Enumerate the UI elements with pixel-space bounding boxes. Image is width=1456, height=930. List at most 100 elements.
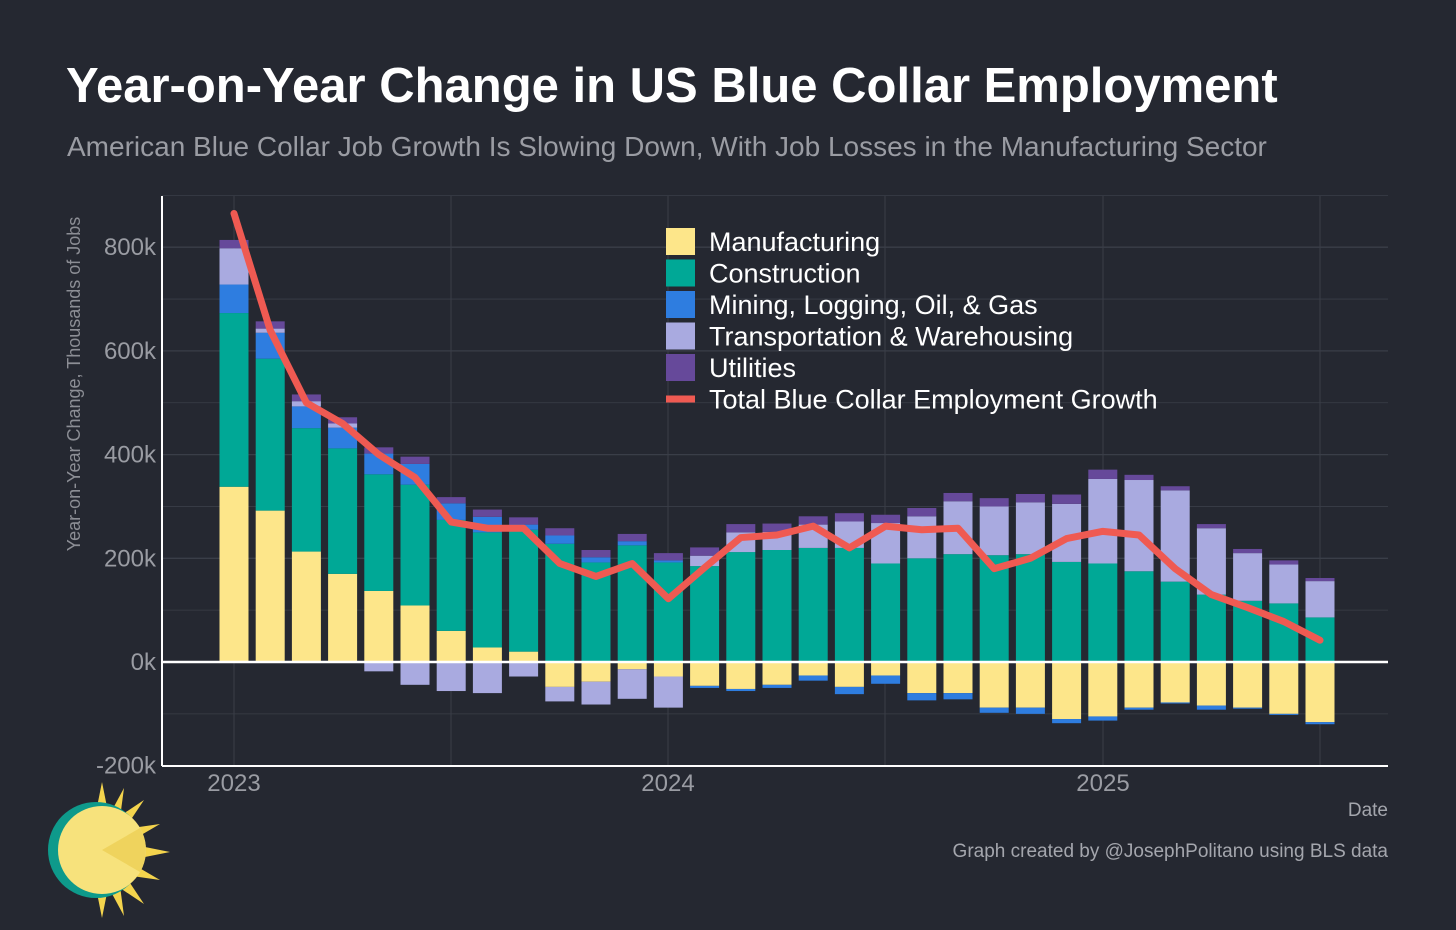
bar-manufacturing — [436, 630, 466, 662]
bar-mining — [943, 693, 973, 700]
bar-construction — [219, 313, 249, 487]
bar-manufacturing — [364, 590, 394, 662]
bar-transportation — [400, 662, 430, 685]
legend-label-utilities: Utilities — [709, 353, 796, 383]
bar-construction — [328, 448, 358, 574]
bar-utilities — [1305, 578, 1335, 582]
x-tick-label: 2025 — [1076, 770, 1129, 797]
bar-transportation — [1088, 478, 1118, 564]
bar-transportation — [690, 555, 720, 567]
bar-utilities — [979, 498, 1009, 507]
legend-label-transportation: Transportation & Warehousing — [709, 322, 1073, 352]
bar-construction — [1160, 581, 1190, 662]
bar-construction — [690, 566, 720, 662]
bar-transportation — [581, 681, 611, 705]
bar-manufacturing — [1305, 662, 1335, 723]
bar-mining — [581, 557, 611, 563]
bar-utilities — [1088, 469, 1118, 479]
x-tick-label: 2023 — [207, 770, 260, 797]
bar-utilities — [617, 533, 647, 542]
y-tick-label: 600k — [104, 338, 157, 365]
bar-transportation — [472, 662, 502, 694]
bar-utilities — [545, 528, 575, 536]
bar-mining — [726, 688, 756, 692]
bar-manufacturing — [979, 662, 1009, 708]
bar-mining — [1196, 705, 1226, 710]
bar-transportation — [436, 662, 466, 692]
bar-manufacturing — [907, 662, 937, 694]
bar-transportation — [653, 676, 683, 708]
bar-manufacturing — [690, 662, 720, 686]
bar-mining — [1269, 713, 1299, 715]
bar-manufacturing — [1124, 662, 1154, 708]
bar-utilities — [1052, 494, 1082, 504]
y-axis-label: Year-on-Year Change, Thousands of Jobs — [64, 217, 84, 552]
bar-construction — [653, 562, 683, 662]
bar-mining — [834, 686, 864, 695]
bar-construction — [472, 532, 502, 648]
bar-manufacturing — [1015, 662, 1045, 708]
bar-transportation — [979, 506, 1009, 556]
bar-manufacturing — [798, 662, 828, 676]
bar-utilities — [943, 492, 973, 502]
bar-construction — [509, 529, 539, 652]
bar-transportation — [1015, 502, 1045, 555]
legend-swatch-total — [666, 395, 695, 403]
bar-construction — [871, 563, 901, 662]
legend-label-total: Total Blue Collar Employment Growth — [709, 385, 1158, 415]
bar-mining — [1088, 716, 1118, 721]
sun-logo — [48, 782, 170, 918]
footer-credit: Graph created by @JosephPolitano using B… — [952, 841, 1388, 862]
bar-construction — [979, 555, 1009, 662]
bar-manufacturing — [943, 662, 973, 694]
bar-mining — [1160, 702, 1190, 704]
bar-mining — [1124, 707, 1154, 710]
bar-construction — [400, 484, 430, 606]
bar-utilities — [472, 509, 502, 517]
bar-mining — [1305, 722, 1335, 725]
bar-utilities — [834, 513, 864, 522]
bar-manufacturing — [400, 605, 430, 662]
bar-construction — [1052, 561, 1082, 662]
bar-utilities — [798, 516, 828, 525]
bar-transportation — [1269, 564, 1299, 604]
bar-construction — [364, 474, 394, 591]
bar-mining — [690, 685, 720, 688]
bar-manufacturing — [871, 662, 901, 676]
bar-mining — [762, 684, 792, 688]
bar-manufacturing — [1196, 662, 1226, 706]
bar-manufacturing — [509, 651, 539, 662]
chart-subtitle: American Blue Collar Job Growth Is Slowi… — [67, 131, 1267, 162]
bar-utilities — [1124, 474, 1154, 481]
legend-swatch-transportation — [666, 322, 695, 350]
bar-utilities — [690, 547, 720, 556]
bar-construction — [1088, 563, 1118, 662]
bar-transportation — [1233, 553, 1263, 601]
bar-mining — [1052, 719, 1082, 724]
bar-manufacturing — [653, 662, 683, 677]
y-tick-label: 200k — [104, 545, 157, 572]
bar-mining — [219, 284, 249, 314]
legend-swatch-mining — [666, 291, 695, 318]
bar-mining — [907, 693, 937, 701]
bar-utilities — [509, 517, 539, 525]
bar-construction — [291, 428, 321, 552]
bar-transportation — [509, 662, 539, 677]
bar-manufacturing — [1269, 662, 1299, 714]
x-axis-label: Date — [1347, 800, 1388, 821]
legend-label-construction: Construction — [709, 259, 861, 289]
bar-transportation — [907, 516, 937, 559]
bar-transportation — [364, 662, 394, 672]
bar-transportation — [545, 686, 575, 702]
bar-mining — [653, 560, 683, 563]
bar-manufacturing — [1233, 662, 1263, 708]
bar-utilities — [762, 523, 792, 532]
bar-construction — [726, 552, 756, 662]
bar-construction — [943, 554, 973, 662]
bar-construction — [1124, 571, 1154, 662]
bar-mining — [871, 675, 901, 684]
bar-manufacturing — [1088, 662, 1118, 717]
bar-utilities — [219, 239, 249, 249]
bar-utilities — [1015, 494, 1045, 503]
